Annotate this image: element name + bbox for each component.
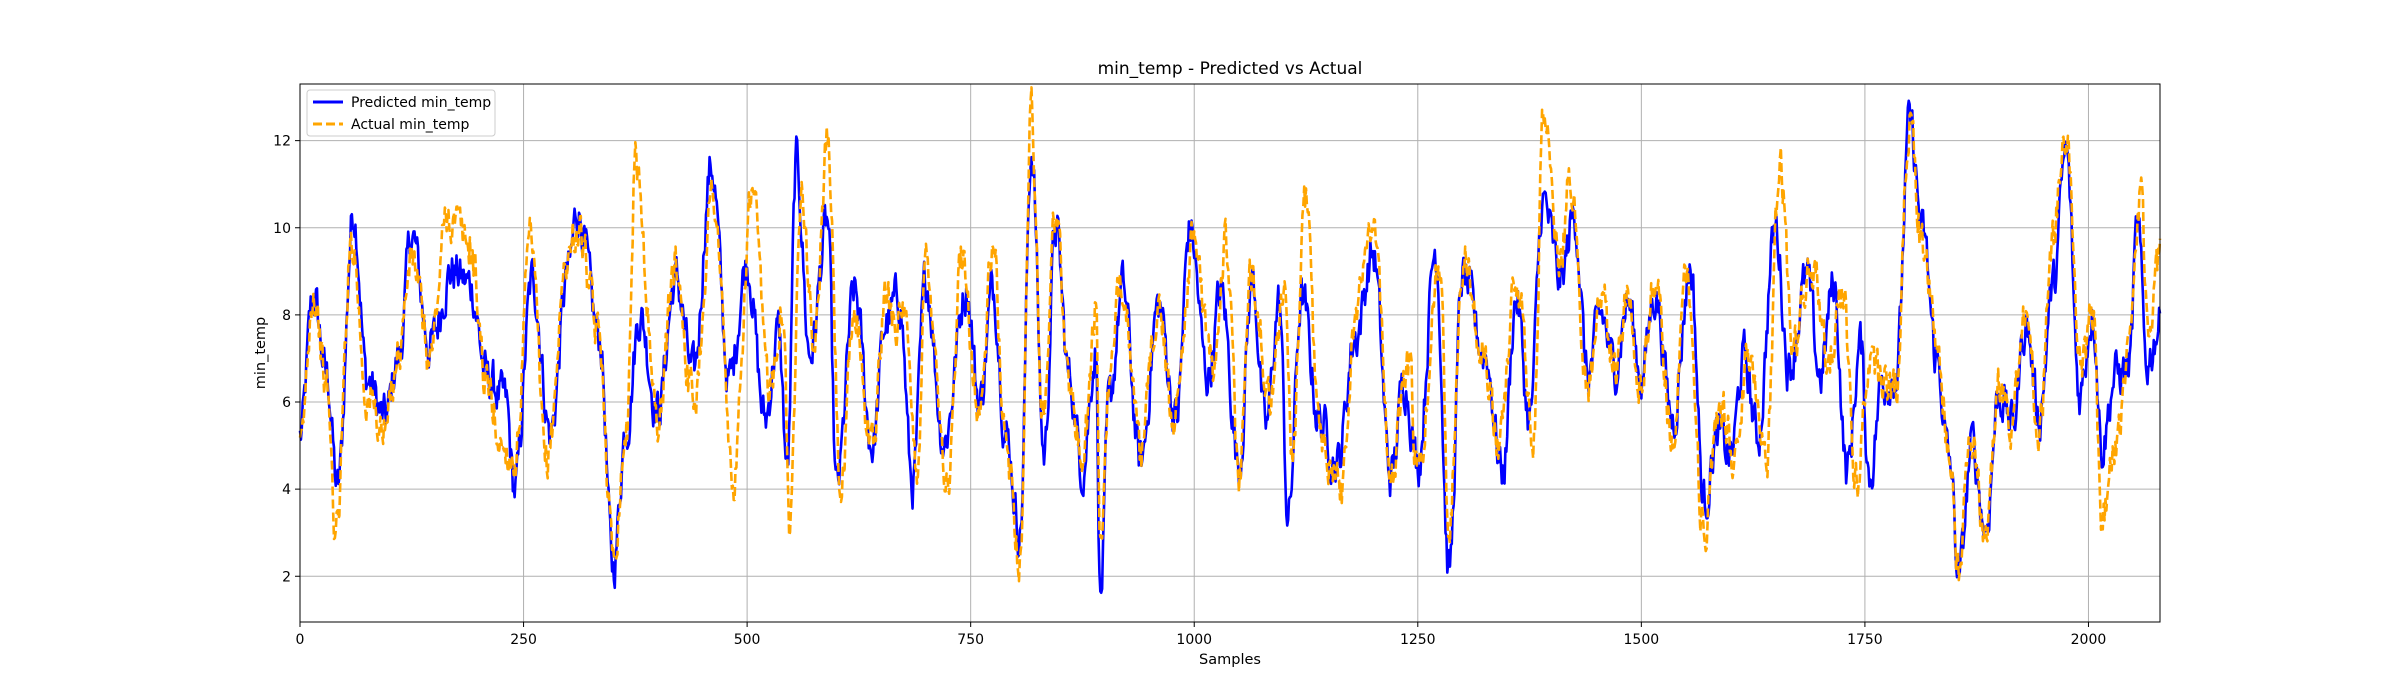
plot-area	[300, 84, 2160, 622]
x-tick-label: 1500	[1624, 632, 1660, 648]
y-axis-ticks: 2 4 6 8 10 12	[273, 134, 300, 585]
series-line-actual	[298, 86, 2162, 583]
x-tick-label: 2000	[2071, 632, 2107, 648]
x-tick-label: 0	[296, 632, 305, 648]
grid-lines	[299, 84, 2160, 622]
x-tick-label: 1250	[1400, 632, 1436, 648]
y-axis-label: min_temp	[253, 317, 269, 390]
y-tick-label: 12	[273, 134, 291, 150]
y-tick-label: 6	[282, 395, 291, 411]
x-axis-ticks: 0 250 500 750 1000 1250 1500 1750 2000	[296, 622, 2107, 648]
y-tick-label: 10	[273, 221, 291, 237]
legend-label-actual: Actual min_temp	[351, 117, 469, 133]
legend-label-predicted: Predicted min_temp	[351, 95, 491, 111]
x-tick-label: 1750	[1847, 632, 1883, 648]
legend-box	[306, 89, 496, 137]
y-tick-label: 8	[282, 308, 291, 324]
y-tick-label: 4	[282, 482, 291, 498]
y-tick-label: 2	[282, 569, 291, 585]
x-axis-label: Samples	[1199, 652, 1261, 668]
x-tick-label: 750	[957, 632, 984, 648]
chart-title: min_temp - Predicted vs Actual	[1098, 59, 1363, 79]
series-layer	[298, 86, 2162, 595]
plot-frame	[299, 83, 2161, 623]
x-tick-label: 500	[734, 632, 761, 648]
legend: Predicted min_temp Actual min_temp	[306, 89, 496, 137]
x-tick-label: 1000	[1176, 632, 1212, 648]
series-line-predicted	[298, 99, 2162, 595]
x-tick-label: 250	[510, 632, 537, 648]
